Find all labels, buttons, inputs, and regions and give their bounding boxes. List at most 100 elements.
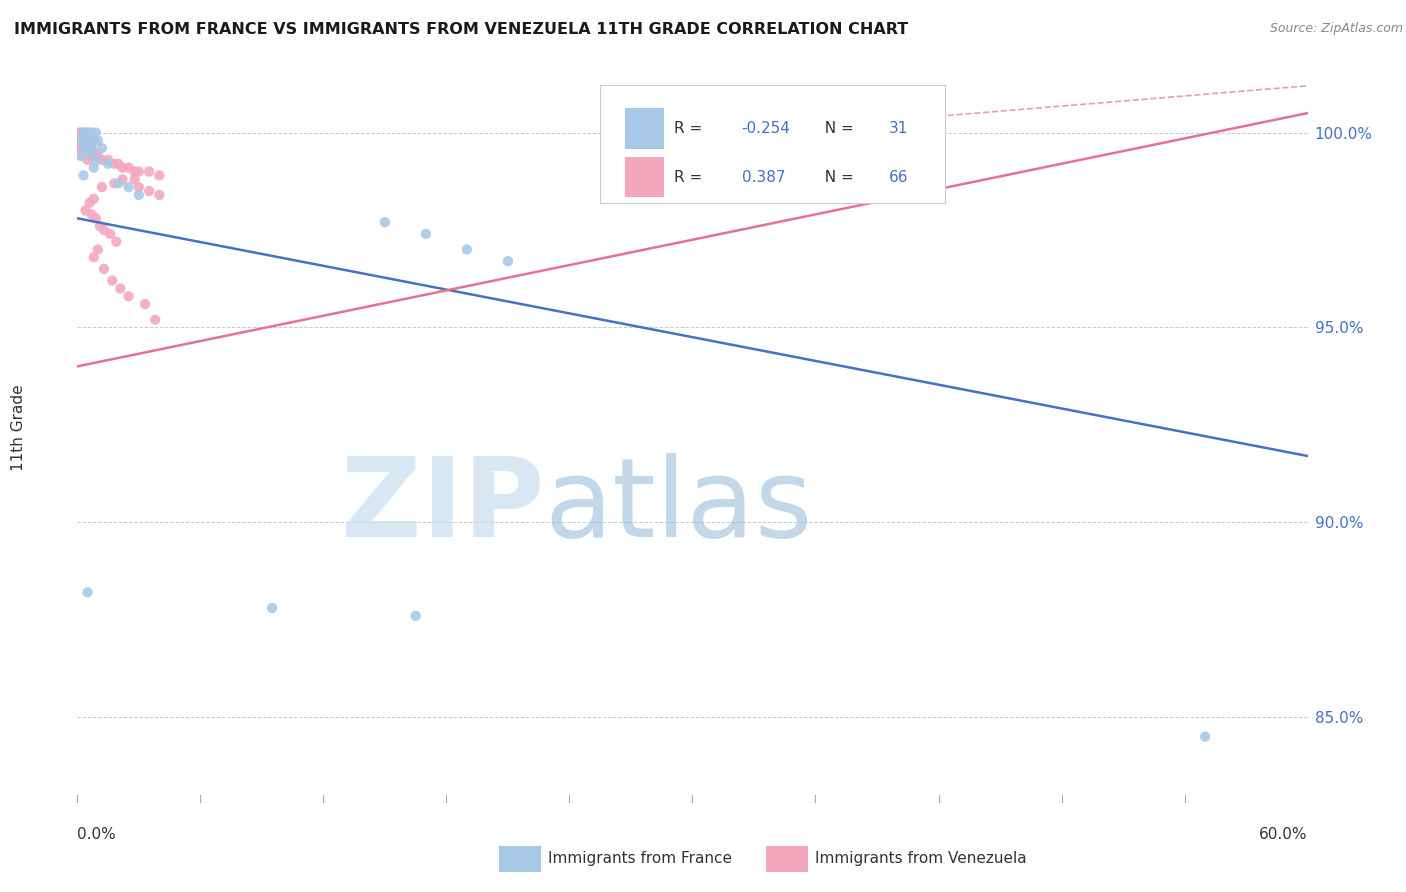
Point bbox=[79, 126, 101, 140]
Point bbox=[456, 243, 478, 257]
Text: ZIP: ZIP bbox=[342, 453, 546, 560]
Point bbox=[496, 254, 519, 268]
Point bbox=[79, 133, 101, 147]
Point bbox=[67, 133, 90, 147]
Point bbox=[134, 297, 156, 311]
Point bbox=[98, 227, 121, 241]
Point bbox=[76, 153, 98, 167]
Point bbox=[84, 153, 107, 167]
Point bbox=[111, 161, 134, 175]
Point bbox=[83, 250, 105, 264]
Point bbox=[67, 129, 90, 144]
Point bbox=[75, 129, 97, 144]
Point bbox=[70, 149, 93, 163]
Point bbox=[72, 129, 94, 144]
Point bbox=[84, 211, 107, 226]
Point bbox=[128, 164, 150, 178]
Point bbox=[80, 141, 103, 155]
Point bbox=[143, 312, 166, 326]
FancyBboxPatch shape bbox=[624, 157, 664, 197]
Point bbox=[90, 180, 114, 194]
Point bbox=[76, 145, 98, 159]
Text: IMMIGRANTS FROM FRANCE VS IMMIGRANTS FROM VENEZUELA 11TH GRADE CORRELATION CHART: IMMIGRANTS FROM FRANCE VS IMMIGRANTS FRO… bbox=[14, 22, 908, 37]
Point bbox=[75, 141, 97, 155]
Point bbox=[103, 157, 125, 171]
Point bbox=[124, 164, 146, 178]
Point bbox=[67, 126, 90, 140]
Point bbox=[75, 126, 97, 140]
Text: 0.387: 0.387 bbox=[742, 169, 785, 185]
Point bbox=[1194, 730, 1216, 744]
Point bbox=[87, 243, 110, 257]
Point bbox=[84, 126, 107, 140]
Point bbox=[110, 281, 132, 295]
Point bbox=[75, 145, 97, 159]
Point bbox=[80, 149, 103, 163]
Point bbox=[79, 129, 101, 144]
Point bbox=[89, 219, 111, 233]
Text: 0.0%: 0.0% bbox=[77, 827, 117, 841]
Text: N =: N = bbox=[815, 169, 859, 185]
Point bbox=[76, 126, 98, 140]
Point bbox=[374, 215, 396, 229]
Text: R =: R = bbox=[673, 169, 711, 185]
Text: N =: N = bbox=[815, 120, 859, 136]
Point bbox=[117, 161, 139, 175]
Point bbox=[87, 133, 110, 147]
Point bbox=[262, 601, 284, 615]
Point bbox=[76, 129, 98, 144]
Point bbox=[405, 608, 427, 623]
Point bbox=[72, 126, 94, 140]
Text: 11th Grade: 11th Grade bbox=[11, 384, 25, 472]
Point bbox=[72, 137, 94, 152]
Point bbox=[70, 133, 93, 147]
Point bbox=[72, 145, 94, 159]
FancyBboxPatch shape bbox=[624, 108, 664, 149]
Point bbox=[80, 137, 103, 152]
Point bbox=[138, 184, 160, 198]
Point bbox=[76, 137, 98, 152]
Point bbox=[75, 203, 97, 218]
Point bbox=[128, 188, 150, 202]
Point bbox=[72, 145, 94, 159]
Point bbox=[80, 207, 103, 221]
Point bbox=[97, 153, 120, 167]
Point bbox=[79, 195, 101, 210]
Text: Immigrants from Venezuela: Immigrants from Venezuela bbox=[815, 852, 1028, 866]
Point bbox=[87, 149, 110, 163]
Text: Source: ZipAtlas.com: Source: ZipAtlas.com bbox=[1270, 22, 1403, 36]
Point bbox=[103, 176, 125, 190]
Point bbox=[70, 137, 93, 152]
Point bbox=[101, 274, 124, 288]
Point bbox=[72, 169, 94, 183]
Point bbox=[80, 126, 103, 140]
Point bbox=[76, 585, 98, 599]
Point bbox=[93, 223, 115, 237]
Text: atlas: atlas bbox=[546, 453, 813, 560]
Text: 31: 31 bbox=[890, 120, 908, 136]
Point bbox=[75, 129, 97, 144]
Point bbox=[90, 141, 114, 155]
Point bbox=[138, 164, 160, 178]
Point bbox=[148, 188, 170, 202]
Point bbox=[148, 169, 170, 183]
Point bbox=[111, 172, 134, 186]
Point bbox=[107, 176, 129, 190]
Point bbox=[70, 141, 93, 155]
Point bbox=[83, 145, 105, 159]
Text: -0.254: -0.254 bbox=[742, 120, 790, 136]
Point bbox=[105, 235, 128, 249]
Point bbox=[79, 145, 101, 159]
Point bbox=[97, 157, 120, 171]
Point bbox=[93, 262, 115, 277]
Point bbox=[117, 180, 139, 194]
FancyBboxPatch shape bbox=[600, 85, 945, 203]
Point bbox=[83, 161, 105, 175]
Point bbox=[72, 137, 94, 152]
Point bbox=[70, 129, 93, 144]
Point bbox=[83, 192, 105, 206]
Point bbox=[128, 180, 150, 194]
Point bbox=[117, 289, 139, 303]
Point bbox=[67, 145, 90, 159]
Point bbox=[72, 126, 94, 140]
